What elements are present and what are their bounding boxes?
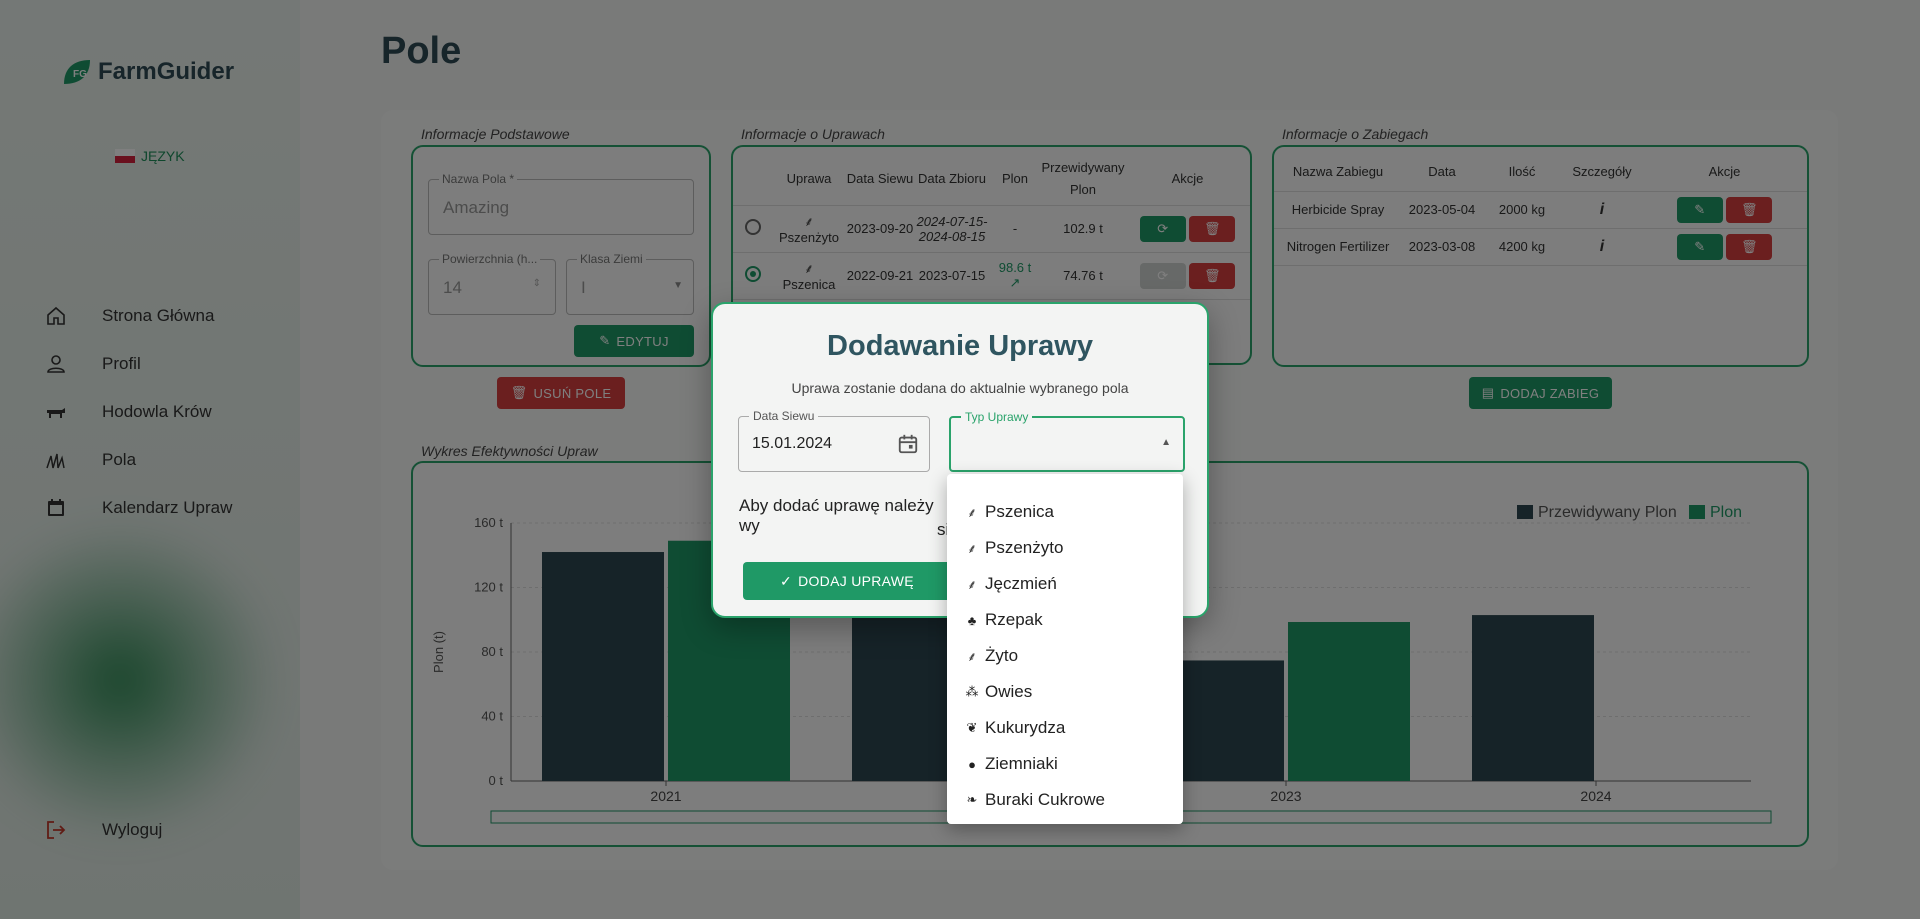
add-crop-label: DODAJ UPRAWĘ xyxy=(798,573,914,589)
option-sugar-beets[interactable]: ❧ Buraki Cukrowe xyxy=(947,782,1183,818)
dialog-title: Dodawanie Uprawy xyxy=(827,330,1093,362)
option-label: Pszenica xyxy=(985,502,1054,521)
option-label: Buraki Cukrowe xyxy=(985,790,1105,809)
option-oats[interactable]: ⁂ Owies xyxy=(947,674,1183,710)
oat-icon: ⁂ xyxy=(965,684,979,699)
option-triticale[interactable]: ⸙ Pszenżyto xyxy=(947,530,1183,566)
option-corn[interactable]: ❦ Kukurydza xyxy=(947,710,1183,746)
sow-date-value: 15.01.2024 xyxy=(752,435,833,452)
wheat-icon: ⸙ xyxy=(967,649,977,664)
tree-icon: ♣ xyxy=(967,612,977,628)
chevron-up-icon: ▲ xyxy=(1161,437,1171,448)
wheat-icon: ⸙ xyxy=(967,577,977,592)
corn-icon: ❦ xyxy=(966,720,978,735)
sow-date-input[interactable]: Data Siewu 15.01.2024 xyxy=(738,409,930,472)
dialog-info-line-2: si xyxy=(937,520,950,539)
option-label: Kukurydza xyxy=(985,718,1066,737)
option-label: Żyto xyxy=(985,646,1019,665)
dialog-info-text: Aby dodać uprawę należy wy xyxy=(739,496,939,536)
dialog-info-line: Aby dodać uprawę należy wy xyxy=(739,496,934,535)
option-wheat[interactable]: ⸙ Pszenica xyxy=(947,494,1183,530)
crop-type-select[interactable]: Typ Uprawy ▲ xyxy=(949,410,1185,472)
option-label: Rzepak xyxy=(985,610,1043,629)
option-label: Owies xyxy=(985,682,1033,701)
calendar-icon[interactable] xyxy=(897,433,919,455)
sow-date-label: Data Siewu xyxy=(749,409,819,423)
dialog-subtitle: Uprawa zostanie dodana do aktualnie wybr… xyxy=(791,380,1129,396)
option-barley[interactable]: ⸙ Jęczmień xyxy=(947,566,1183,602)
check-icon: ✓ xyxy=(780,572,793,589)
option-label: Ziemniaki xyxy=(985,754,1058,773)
option-label: Pszenżyto xyxy=(985,538,1064,557)
option-label: Jęczmień xyxy=(985,574,1057,593)
add-crop-button[interactable]: ✓ DODAJ UPRAWĘ xyxy=(743,562,951,600)
wheat-icon: ⸙ xyxy=(967,505,977,520)
option-rapeseed[interactable]: ♣ Rzepak xyxy=(947,602,1183,638)
beet-icon: ❧ xyxy=(966,792,978,807)
crop-type-dropdown: ⸙ Pszenica ⸙ Pszenżyto ⸙ Jęczmień ♣ Rzepak ⸙… xyxy=(947,474,1183,824)
option-potatoes[interactable]: ● Ziemniaki xyxy=(947,746,1183,782)
crop-type-label: Typ Uprawy xyxy=(961,410,1033,424)
potato-icon: ● xyxy=(968,756,976,772)
wheat-icon: ⸙ xyxy=(967,541,977,556)
option-rye[interactable]: ⸙ Żyto xyxy=(947,638,1183,674)
